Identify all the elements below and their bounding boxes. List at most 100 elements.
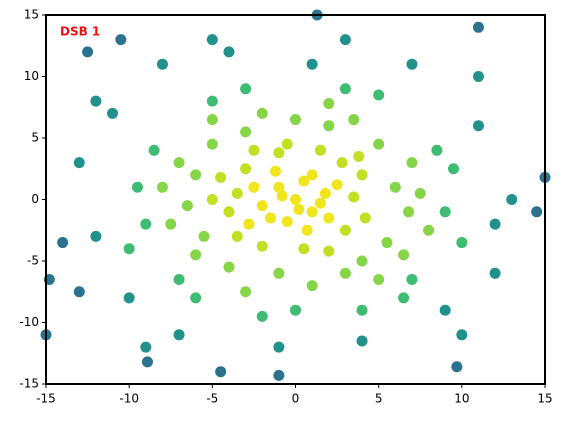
x-tick-label: 10	[454, 392, 469, 406]
point	[231, 187, 243, 199]
point	[115, 34, 127, 46]
point	[173, 273, 185, 285]
point	[323, 120, 335, 132]
x-tick-label: -5	[206, 392, 218, 406]
x-tick-label: -15	[36, 392, 56, 406]
point	[456, 329, 468, 341]
point	[190, 292, 202, 304]
point	[489, 267, 501, 279]
point	[165, 218, 177, 230]
point	[472, 120, 484, 132]
point	[356, 169, 368, 181]
point	[140, 341, 152, 353]
point	[198, 230, 210, 242]
point	[339, 83, 351, 95]
point	[323, 245, 335, 257]
point	[431, 144, 443, 156]
point	[57, 237, 69, 249]
point	[381, 237, 393, 249]
point	[451, 361, 463, 373]
y-tick-label: -5	[27, 254, 39, 268]
point	[123, 243, 135, 255]
point	[314, 144, 326, 156]
point	[240, 163, 252, 175]
point	[256, 240, 268, 252]
point	[356, 335, 368, 347]
point	[215, 171, 227, 183]
point	[156, 58, 168, 70]
point	[273, 341, 285, 353]
point	[339, 224, 351, 236]
point	[306, 58, 318, 70]
point	[206, 194, 218, 205]
point	[403, 206, 415, 218]
point	[472, 71, 484, 82]
point	[181, 200, 193, 212]
point	[414, 187, 426, 199]
point	[190, 169, 202, 181]
point	[73, 286, 85, 298]
point	[398, 292, 410, 304]
point	[356, 255, 368, 267]
point	[301, 224, 313, 236]
point	[243, 218, 255, 230]
point	[276, 190, 288, 202]
point	[73, 157, 85, 169]
point	[173, 157, 185, 169]
point	[273, 147, 285, 159]
point	[373, 138, 385, 150]
point	[406, 157, 418, 169]
point	[248, 181, 260, 193]
point	[323, 212, 335, 224]
point	[256, 310, 268, 322]
point	[331, 179, 343, 191]
point	[273, 369, 285, 381]
point	[131, 181, 143, 193]
point	[339, 34, 351, 46]
point	[472, 21, 484, 33]
point	[215, 366, 227, 378]
y-tick-label: -10	[19, 315, 39, 329]
point	[281, 216, 293, 228]
point	[265, 212, 277, 224]
point	[240, 126, 252, 138]
point	[506, 194, 518, 205]
point	[206, 114, 218, 126]
point	[206, 34, 218, 46]
point	[290, 194, 301, 205]
point	[256, 200, 268, 212]
point	[240, 286, 252, 298]
point	[240, 83, 252, 95]
point	[293, 203, 305, 215]
point	[140, 218, 152, 230]
point	[314, 197, 326, 209]
point	[359, 212, 371, 224]
point	[206, 95, 218, 107]
point	[206, 138, 218, 150]
point	[439, 206, 451, 218]
y-tick-label: 15	[24, 8, 39, 22]
point	[489, 218, 501, 230]
point	[90, 230, 102, 242]
point	[306, 169, 318, 181]
point	[306, 206, 318, 218]
y-tick-label: 5	[31, 131, 39, 145]
point	[141, 356, 153, 368]
point	[290, 114, 301, 126]
point	[298, 175, 310, 187]
point	[123, 292, 135, 304]
point	[353, 150, 365, 162]
point	[373, 89, 385, 101]
point	[190, 249, 202, 261]
x-tick-label: 5	[375, 392, 383, 406]
point	[531, 206, 543, 218]
point	[270, 165, 282, 177]
point	[348, 114, 360, 126]
x-tick-label: -10	[119, 392, 139, 406]
point	[173, 329, 185, 341]
point	[423, 224, 435, 236]
point	[223, 206, 235, 218]
point	[90, 95, 102, 107]
